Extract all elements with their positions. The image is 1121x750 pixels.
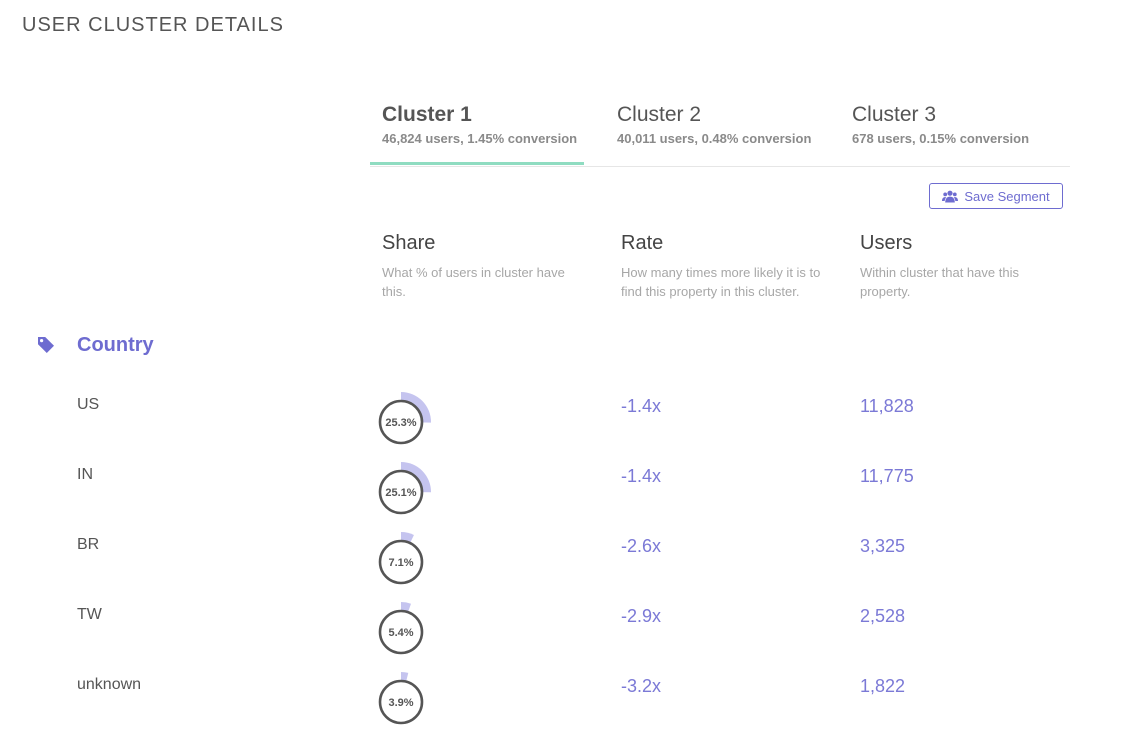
country-label: TW	[77, 606, 102, 623]
share-column-title: Share	[382, 232, 436, 254]
rate-column-header: Rate How many times more likely it is to…	[621, 232, 831, 301]
tab-cluster-1[interactable]: Cluster 1 46,824 users, 1.45% conversion	[370, 100, 584, 165]
share-value: 7.1%	[388, 557, 413, 569]
table-row: IN 25.1% -1.4x 11,775	[0, 462, 1121, 536]
rate-value: -2.6x	[621, 536, 662, 556]
tab-title: Cluster 1	[382, 103, 472, 126]
table-row: TW 5.4% -2.9x 2,528	[0, 602, 1121, 676]
users-column-header: Users Within cluster that have this prop…	[860, 232, 1070, 301]
country-label: IN	[77, 466, 93, 483]
tab-cluster-3[interactable]: Cluster 3 678 users, 0.15% conversion	[840, 100, 1054, 164]
users-column-description: Within cluster that have this property.	[860, 265, 1019, 299]
table-row: BR 7.1% -2.6x 3,325	[0, 532, 1121, 606]
users-value: 11,775	[860, 466, 914, 486]
share-value: 3.9%	[388, 697, 413, 709]
tag-icon	[38, 337, 54, 353]
share-gauge: 25.1%	[378, 462, 432, 515]
rate-value: -3.2x	[621, 676, 662, 696]
table-row: US 25.3% -1.4x 11,828	[0, 392, 1121, 466]
cluster-tabs: Cluster 1 46,824 users, 1.45% conversion…	[370, 100, 1070, 167]
share-column-header: Share What % of users in cluster have th…	[382, 232, 592, 301]
country-label: BR	[77, 536, 100, 553]
tab-subtitle: 46,824 users, 1.45% conversion	[382, 131, 578, 146]
share-value: 25.1%	[385, 487, 416, 499]
users-value: 1,822	[860, 676, 906, 696]
save-segment-button[interactable]: Save Segment	[929, 183, 1063, 209]
active-tab-indicator	[370, 162, 584, 165]
rate-column-description: How many times more likely it is to find…	[621, 265, 821, 299]
users-column-title: Users	[860, 232, 913, 254]
share-gauge: 5.4%	[378, 602, 424, 655]
gauge-ring	[378, 469, 424, 515]
rate-value: -2.9x	[621, 606, 662, 626]
share-value: 5.4%	[388, 627, 413, 639]
country-label: unknown	[77, 676, 142, 693]
rate-column-title: Rate	[621, 232, 664, 254]
country-label: US	[77, 396, 100, 413]
tab-title: Cluster 3	[852, 103, 937, 126]
table-row: unknown 3.9% -3.2x 1,822	[0, 672, 1121, 746]
users-value: 11,828	[860, 396, 914, 416]
gauge-ring	[378, 399, 424, 445]
share-gauge: 3.9%	[378, 672, 424, 725]
share-gauge: 25.3%	[378, 392, 431, 445]
gauge-ring	[378, 609, 424, 655]
page-title: USER CLUSTER DETAILS	[22, 14, 284, 36]
tab-title: Cluster 2	[617, 103, 702, 126]
category-title: Country	[77, 334, 154, 356]
share-gauge: 7.1%	[378, 532, 424, 585]
users-value: 2,528	[860, 606, 906, 626]
share-column-description: What % of users in cluster have this.	[382, 265, 565, 299]
rate-value: -1.4x	[621, 466, 662, 486]
tab-cluster-2[interactable]: Cluster 2 40,011 users, 0.48% conversion	[605, 100, 819, 164]
users-value: 3,325	[860, 536, 906, 556]
rate-value: -1.4x	[621, 396, 662, 416]
tab-subtitle: 678 users, 0.15% conversion	[852, 131, 1030, 146]
tab-subtitle: 40,011 users, 0.48% conversion	[617, 131, 812, 146]
save-segment-label: Save Segment	[964, 188, 1050, 204]
users-icon	[942, 190, 959, 202]
gauge-ring	[378, 679, 424, 725]
share-value: 25.3%	[385, 417, 416, 429]
gauge-ring	[378, 539, 424, 585]
